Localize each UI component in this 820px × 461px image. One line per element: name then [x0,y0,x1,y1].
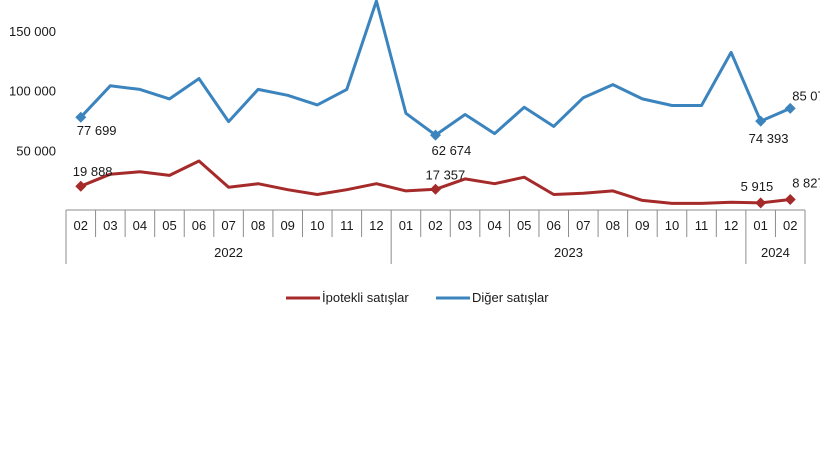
x-tick-label: 12 [724,218,738,233]
data-label: 77 699 [77,123,117,138]
x-tick-label: 08 [606,218,620,233]
series-ipotekli [75,159,796,209]
x-tick-label: 11 [695,218,709,233]
data-label: 62 674 [432,143,472,158]
x-tick-label: 08 [251,218,265,233]
x-tick-label: 06 [547,218,561,233]
x-tick-label: 01 [753,218,767,233]
x-year-label: 2024 [761,245,790,260]
x-tick-label: 07 [576,218,590,233]
x-tick-label: 06 [192,218,206,233]
x-tick-label: 03 [103,218,117,233]
series-diger [75,0,796,141]
data-point-marker [430,183,441,195]
series-layer [75,0,796,209]
data-point-marker [755,115,767,127]
x-year-label: 2022 [214,245,243,260]
data-label: 5 915 [741,179,774,194]
data-point-marker [75,180,87,192]
x-tick-label: 04 [133,218,147,233]
data-point-marker [784,102,796,114]
x-tick-label: 05 [517,218,531,233]
data-label: 8 827 [792,175,820,190]
x-tick-label: 04 [487,218,501,233]
x-tick-label: 09 [280,218,294,233]
data-label: 85 075 [792,88,820,103]
legend-label: Diğer satışlar [472,290,549,305]
x-tick-label: 02 [74,218,88,233]
data-label: 74 393 [749,131,789,146]
y-tick-label: 100 000 [9,84,56,99]
data-point-marker [755,197,767,209]
data-point-marker [430,129,441,141]
data-label: 17 357 [426,167,466,182]
y-axis: 50 000 100 000 150 000 [9,24,56,158]
x-tick-label: 10 [310,218,324,233]
legend: İpotekli satışlar Diğer satışlar [286,290,549,305]
x-tick-label: 05 [162,218,176,233]
legend-item: İpotekli satışlar [286,290,409,305]
x-tick-label: 09 [635,218,649,233]
data-point-marker [784,193,796,205]
data-labels: 19 888 17 357 5 915 8 827 77 699 62 674 74 393… [73,88,820,194]
x-tick-label: 02 [783,218,797,233]
x-tick-label: 12 [369,218,383,233]
series-line [79,0,791,137]
legend-item: Diğer satışlar [436,290,549,305]
x-tick-label: 07 [221,218,235,233]
x-year-label: 2023 [554,245,583,260]
data-label: 19 888 [73,164,113,179]
x-tick-label: 11 [340,218,354,233]
x-tick-label: 01 [399,218,413,233]
x-tick-label: 02 [428,218,442,233]
x-tick-label: 10 [665,218,679,233]
legend-label: İpotekli satışlar [322,290,409,305]
y-tick-label: 50 000 [16,143,56,158]
x-axis: 02 03 04 05 06 07 08 09 10 11 12 01 02 03 04 05 06 07 08 09… [65,209,806,264]
x-tick-label: 03 [458,218,472,233]
y-tick-label: 150 000 [9,24,56,39]
data-point-marker [75,111,87,123]
